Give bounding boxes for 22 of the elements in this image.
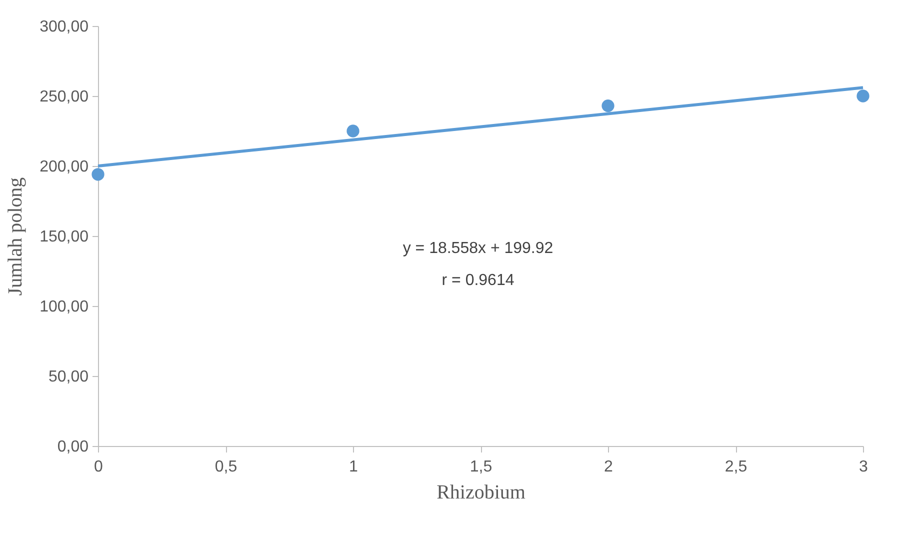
annotation: y = 18.558x + 199.92 [402, 240, 554, 257]
y-tick-label: 150,00 [40, 228, 89, 246]
y-tick-label: 200,00 [40, 158, 89, 176]
y-tick-label: 0,00 [57, 438, 89, 456]
x-tick-label: 3 [859, 458, 868, 476]
point [346, 124, 360, 138]
x-tick-label: 2 [604, 458, 614, 476]
annotation: r = 0.9614 [442, 272, 514, 289]
point [92, 168, 104, 181]
x-tick-label: 0 [94, 458, 104, 476]
point [602, 99, 614, 112]
y-tick-label: 250,00 [40, 88, 89, 106]
point [856, 90, 870, 102]
x-tick-label: 0,5 [214, 458, 238, 476]
x-tick-label: 1,5 [470, 458, 492, 476]
x-axis-title: Rhizobium [436, 482, 526, 504]
x-tick-label: 1 [349, 458, 358, 476]
x-tick-label: 2,5 [724, 458, 748, 476]
y-tick-label: 100,00 [40, 298, 89, 316]
y-tick-label: 300,00 [40, 18, 89, 36]
y-axis-title: Jumlah polong [4, 177, 27, 296]
y-tick-label: 50,00 [48, 368, 89, 386]
